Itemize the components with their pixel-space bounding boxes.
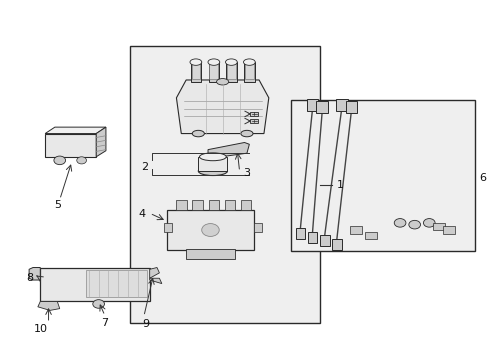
Bar [316,101,327,113]
Text: 7: 7 [101,318,108,328]
Polygon shape [149,278,162,284]
Ellipse shape [198,167,227,176]
Ellipse shape [190,59,202,65]
Circle shape [408,220,420,229]
Polygon shape [198,157,227,171]
Text: 4: 4 [139,209,145,219]
Polygon shape [207,143,249,158]
Bar [331,239,341,249]
Bar [244,62,254,82]
Circle shape [93,300,104,308]
Bar [240,200,251,210]
Ellipse shape [216,78,228,85]
Bar [190,62,201,82]
Bar [225,62,236,82]
Circle shape [201,224,219,237]
Polygon shape [149,267,159,278]
Bar [307,232,317,243]
Bar [186,249,234,258]
Bar [86,270,147,297]
Circle shape [393,219,405,227]
Text: 9: 9 [142,319,149,329]
Bar [166,210,254,249]
Text: 8: 8 [26,273,33,283]
Ellipse shape [199,153,226,161]
Text: 10: 10 [34,324,48,334]
Bar [306,99,318,111]
Ellipse shape [192,130,204,137]
Bar [250,112,258,116]
Bar [295,228,305,239]
Bar [432,223,444,230]
Text: 5: 5 [54,200,61,210]
Bar [365,232,376,239]
Text: 1: 1 [336,180,343,190]
Bar [319,235,329,246]
Text: 6: 6 [478,173,485,183]
Text: 3: 3 [243,168,250,178]
Bar [226,63,235,79]
Polygon shape [96,127,106,157]
Bar [164,223,171,232]
Bar [290,100,474,251]
Circle shape [423,219,434,227]
Polygon shape [38,301,60,310]
Ellipse shape [207,59,219,65]
Bar [191,63,200,79]
Bar [176,200,187,210]
Bar [335,99,347,111]
Bar [250,119,258,123]
Bar [254,223,261,232]
Bar [350,226,362,234]
Bar [209,63,218,79]
Bar [208,62,219,82]
Bar [208,200,219,210]
Bar [244,63,253,79]
Bar [40,267,149,301]
FancyBboxPatch shape [45,134,96,157]
Polygon shape [29,267,40,280]
Text: 2: 2 [141,162,148,172]
Ellipse shape [225,59,237,65]
Circle shape [77,157,86,164]
Ellipse shape [243,59,255,65]
Circle shape [54,156,65,165]
Bar [442,226,454,234]
Polygon shape [45,127,106,134]
Bar [192,200,203,210]
Bar [130,46,319,323]
Bar [345,101,357,113]
Ellipse shape [241,130,252,137]
Bar [224,200,235,210]
Polygon shape [176,80,268,134]
